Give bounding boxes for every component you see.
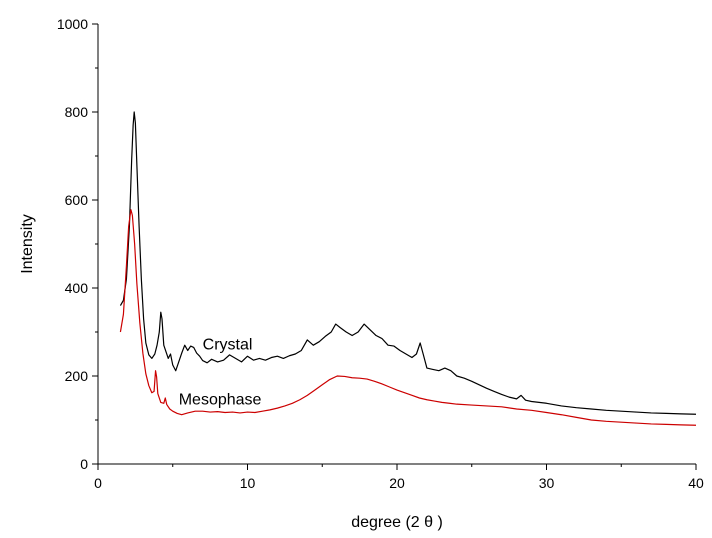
annotation-crystal: Crystal bbox=[203, 337, 253, 354]
y-tick-label: 400 bbox=[65, 280, 89, 296]
series-line-mesophase bbox=[119, 209, 697, 426]
y-tick-label: 200 bbox=[65, 368, 89, 384]
x-tick-label: 30 bbox=[539, 475, 555, 491]
annotation-mesophase: Mesophase bbox=[179, 392, 262, 409]
annotations: Crystal Mesophase bbox=[179, 337, 262, 409]
y-tick-label: 1000 bbox=[57, 16, 88, 32]
y-tick-label: 0 bbox=[80, 456, 88, 472]
x-tick-label: 40 bbox=[688, 475, 704, 491]
y-axis-ticks: 0 200 400 600 800 1000 bbox=[57, 16, 98, 472]
x-axis-ticks: 0 10 20 30 40 bbox=[94, 464, 704, 491]
y-axis-title: Intensity bbox=[19, 214, 36, 274]
y-tick-label: 800 bbox=[65, 104, 89, 120]
series-line-crystal bbox=[119, 111, 697, 415]
x-axis-title: degree (2 θ ) bbox=[351, 514, 443, 531]
y-tick-label: 600 bbox=[65, 192, 89, 208]
x-tick-label: 0 bbox=[94, 475, 102, 491]
series-layer bbox=[119, 111, 697, 426]
x-tick-label: 10 bbox=[240, 475, 256, 491]
x-tick-label: 20 bbox=[389, 475, 405, 491]
